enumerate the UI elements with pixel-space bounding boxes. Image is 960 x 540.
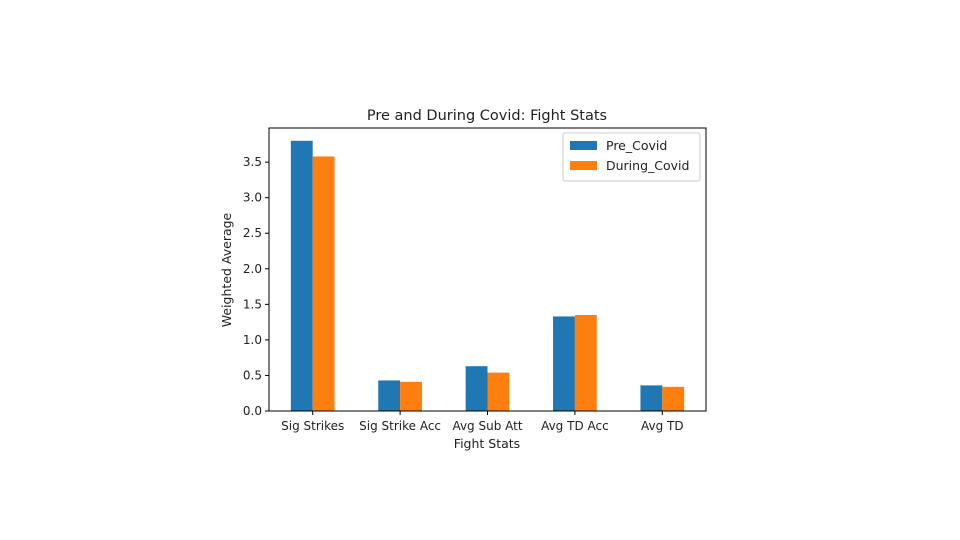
bar-during-covid-0: [312, 156, 335, 411]
bar-pre-covid-3: [553, 316, 575, 411]
legend: Pre_Covid During_Covid: [562, 132, 701, 182]
x-tick-label: Avg TD: [641, 419, 684, 433]
legend-swatch-during-covid: [570, 161, 597, 170]
bar-during-covid-1: [400, 381, 422, 411]
y-tick-label: 2.5: [243, 226, 262, 240]
y-tick-label: 1.0: [243, 333, 262, 347]
legend-box: [562, 132, 701, 182]
bar-during-covid-2: [487, 372, 510, 411]
bar-during-covid-4: [662, 386, 685, 411]
bar-pre-covid-1: [378, 380, 401, 411]
bar-during-covid-3: [574, 315, 597, 411]
x-axis-label: Fight Stats: [454, 436, 520, 451]
bar-pre-covid-4: [640, 385, 663, 411]
legend-label-during-covid: During_Covid: [606, 158, 689, 173]
bar-pre-covid-0: [290, 140, 313, 411]
x-tick-label: Sig Strikes: [281, 419, 344, 433]
y-axis-label: Weighted Average: [219, 212, 234, 327]
y-tick-label: 0.5: [243, 368, 262, 382]
legend-swatch-pre-covid: [570, 141, 597, 150]
chart-title: Pre and During Covid: Fight Stats: [367, 108, 607, 124]
bars-group: [290, 140, 685, 411]
y-tick-label: 3.5: [243, 155, 262, 169]
y-tick-label: 1.5: [243, 297, 262, 311]
bar-pre-covid-2: [465, 366, 488, 411]
x-tick-label: Sig Strike Acc: [359, 419, 441, 433]
legend-label-pre-covid: Pre_Covid: [606, 138, 667, 153]
y-tick-label: 2.0: [243, 262, 262, 276]
y-tick-label: 3.0: [243, 191, 262, 205]
x-tick-label: Avg Sub Att: [452, 419, 522, 433]
x-tick-label: Avg TD Acc: [541, 419, 609, 433]
x-axis: Sig Strikes Sig Strike Acc Avg Sub Att Avg …: [281, 411, 684, 433]
y-axis: 0.0 0.5 1.0 1.5 2.0 2.5 3.0 3.5: [243, 155, 269, 418]
y-tick-label: 0.0: [243, 404, 262, 418]
